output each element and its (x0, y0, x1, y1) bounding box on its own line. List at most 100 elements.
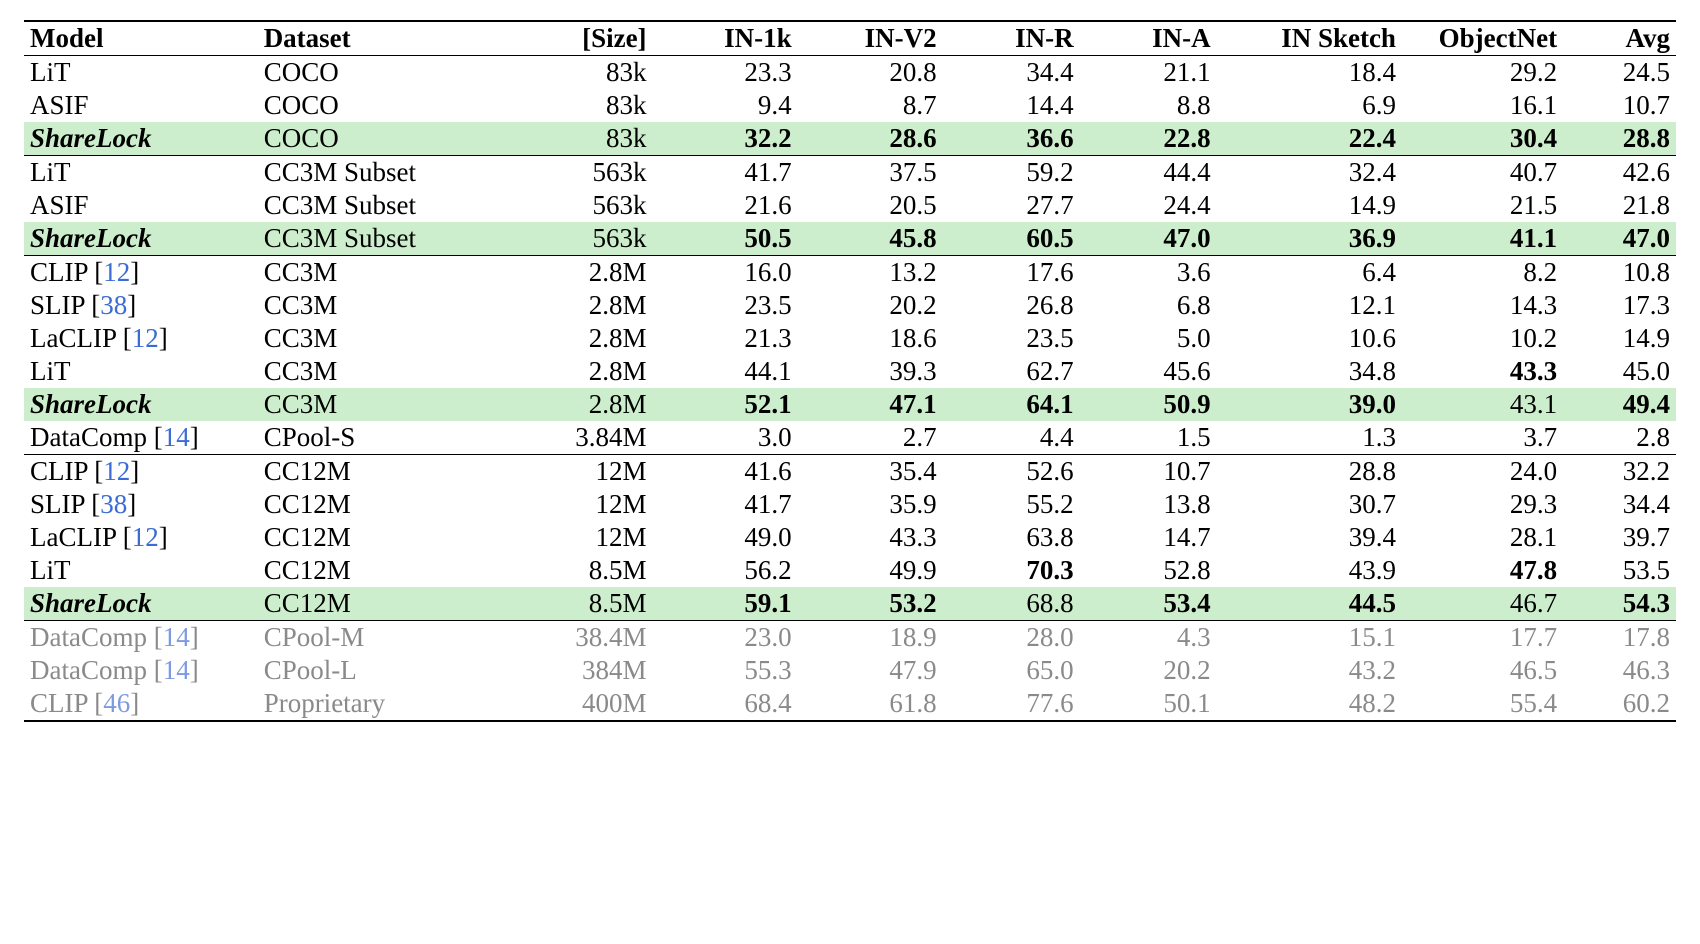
cell-inv2: 13.2 (798, 256, 943, 290)
cell-sketch: 48.2 (1217, 687, 1402, 721)
model-name: LiT (30, 157, 71, 187)
cell-in1k: 44.1 (653, 355, 798, 388)
cell-in1k: 9.4 (653, 89, 798, 122)
citation-link[interactable]: 12 (103, 257, 130, 287)
cell-objnet: 55.4 (1402, 687, 1563, 721)
cell-avg: 14.9 (1563, 322, 1676, 355)
cell-sketch: 10.6 (1217, 322, 1402, 355)
cell-size: 83k (499, 89, 652, 122)
cell-ina: 53.4 (1080, 587, 1217, 621)
table-row: ASIFCOCO83k9.48.714.48.86.916.110.7 (24, 89, 1676, 122)
table-row: SLIP [38]CC3M2.8M23.520.226.86.812.114.3… (24, 289, 1676, 322)
table-row: DataComp [14]CPool-M38.4M23.018.928.04.3… (24, 621, 1676, 655)
cell-ina: 20.2 (1080, 654, 1217, 687)
citation-link[interactable]: 38 (100, 489, 127, 519)
citation-link[interactable]: 14 (163, 422, 190, 452)
cell-inr: 52.6 (943, 455, 1080, 489)
table-row: LaCLIP [12]CC3M2.8M21.318.623.55.010.610… (24, 322, 1676, 355)
cell-sketch: 14.9 (1217, 189, 1402, 222)
cell-objnet: 30.4 (1402, 122, 1563, 156)
model-name: ShareLock (30, 123, 152, 153)
cell-ina: 45.6 (1080, 355, 1217, 388)
table-header-row: Model Dataset [Size] IN-1k IN-V2 IN-R IN… (24, 21, 1676, 56)
cell-objnet: 43.3 (1402, 355, 1563, 388)
cell-dataset: CC3M Subset (258, 156, 500, 190)
cell-model: DataComp [14] (24, 421, 258, 455)
cell-model: LiT (24, 554, 258, 587)
cell-avg: 53.5 (1563, 554, 1676, 587)
cell-in1k: 32.2 (653, 122, 798, 156)
table-row: ShareLockCC3M2.8M52.147.164.150.939.043.… (24, 388, 1676, 421)
cell-model: ShareLock (24, 122, 258, 156)
table-row: DataComp [14]CPool-S3.84M3.02.74.41.51.3… (24, 421, 1676, 455)
cell-objnet: 46.5 (1402, 654, 1563, 687)
cell-sketch: 22.4 (1217, 122, 1402, 156)
model-name: LiT (30, 57, 71, 87)
cell-inr: 60.5 (943, 222, 1080, 256)
cell-in1k: 23.5 (653, 289, 798, 322)
col-inr: IN-R (943, 21, 1080, 56)
cell-in1k: 52.1 (653, 388, 798, 421)
cell-inv2: 61.8 (798, 687, 943, 721)
citation-link[interactable]: 46 (103, 688, 130, 718)
cell-dataset: CC12M (258, 455, 500, 489)
citation-link[interactable]: 38 (100, 290, 127, 320)
cell-sketch: 39.4 (1217, 521, 1402, 554)
cell-inv2: 20.5 (798, 189, 943, 222)
cell-objnet: 29.2 (1402, 56, 1563, 90)
cell-dataset: CC3M (258, 355, 500, 388)
cell-size: 563k (499, 156, 652, 190)
cell-model: CLIP [12] (24, 455, 258, 489)
col-in1k: IN-1k (653, 21, 798, 56)
cell-avg: 10.7 (1563, 89, 1676, 122)
citation-link[interactable]: 12 (103, 456, 130, 486)
cell-sketch: 34.8 (1217, 355, 1402, 388)
model-name: ShareLock (30, 389, 152, 419)
cell-model: LaCLIP [12] (24, 521, 258, 554)
cell-inv2: 35.9 (798, 488, 943, 521)
model-name: SLIP (30, 290, 85, 320)
cell-in1k: 50.5 (653, 222, 798, 256)
model-name: LaCLIP (30, 522, 116, 552)
citation-link[interactable]: 12 (132, 323, 159, 353)
cell-objnet: 46.7 (1402, 587, 1563, 621)
table-row: ASIFCC3M Subset563k21.620.527.724.414.92… (24, 189, 1676, 222)
cell-in1k: 23.0 (653, 621, 798, 655)
cell-size: 384M (499, 654, 652, 687)
cell-avg: 24.5 (1563, 56, 1676, 90)
cell-sketch: 36.9 (1217, 222, 1402, 256)
cell-avg: 28.8 (1563, 122, 1676, 156)
cell-inr: 34.4 (943, 56, 1080, 90)
cell-sketch: 44.5 (1217, 587, 1402, 621)
model-name: ASIF (30, 190, 89, 220)
cell-inv2: 35.4 (798, 455, 943, 489)
citation-link[interactable]: 14 (163, 655, 190, 685)
table-row: CLIP [12]CC12M12M41.635.452.610.728.824.… (24, 455, 1676, 489)
model-name: DataComp (30, 622, 147, 652)
cell-objnet: 8.2 (1402, 256, 1563, 290)
cell-avg: 42.6 (1563, 156, 1676, 190)
col-sketch: IN Sketch (1217, 21, 1402, 56)
cell-objnet: 10.2 (1402, 322, 1563, 355)
citation-link[interactable]: 12 (132, 522, 159, 552)
cell-in1k: 68.4 (653, 687, 798, 721)
cell-avg: 32.2 (1563, 455, 1676, 489)
cell-inr: 23.5 (943, 322, 1080, 355)
cell-inv2: 20.2 (798, 289, 943, 322)
table-row: LiTCC12M8.5M56.249.970.352.843.947.853.5 (24, 554, 1676, 587)
cell-size: 38.4M (499, 621, 652, 655)
cell-objnet: 47.8 (1402, 554, 1563, 587)
cell-inv2: 18.6 (798, 322, 943, 355)
cell-size: 563k (499, 222, 652, 256)
cell-sketch: 18.4 (1217, 56, 1402, 90)
model-name: ASIF (30, 90, 89, 120)
cell-dataset: CC12M (258, 521, 500, 554)
cell-in1k: 55.3 (653, 654, 798, 687)
citation-link[interactable]: 14 (163, 622, 190, 652)
cell-ina: 14.7 (1080, 521, 1217, 554)
cell-size: 2.8M (499, 256, 652, 290)
cell-inr: 4.4 (943, 421, 1080, 455)
cell-inv2: 18.9 (798, 621, 943, 655)
cell-size: 563k (499, 189, 652, 222)
cell-size: 8.5M (499, 587, 652, 621)
